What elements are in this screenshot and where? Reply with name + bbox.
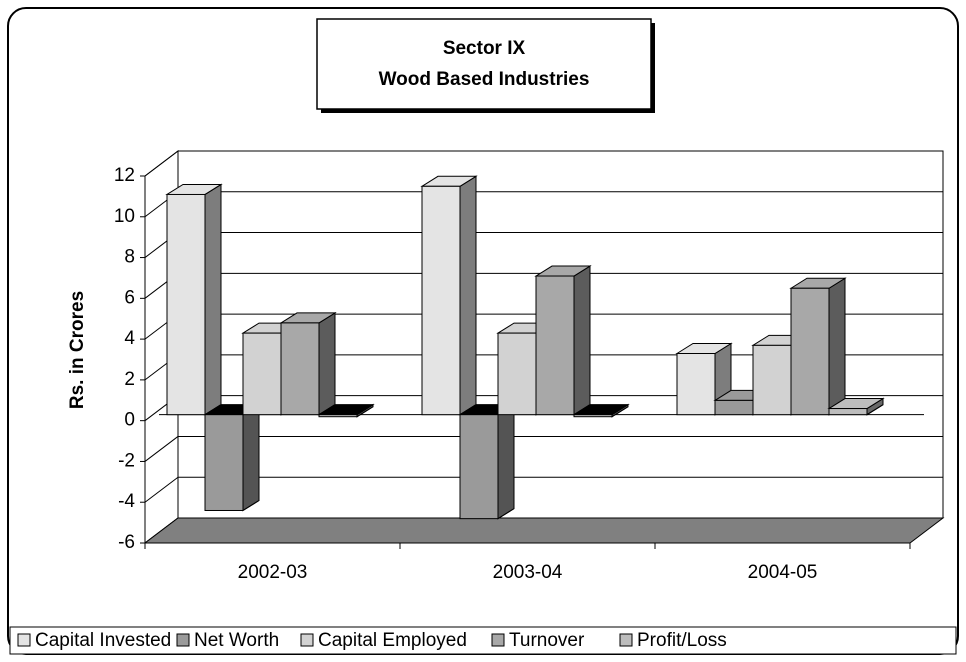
bar bbox=[676, 353, 716, 416]
bar-side-shade bbox=[497, 403, 515, 520]
y-tick-label: 10 bbox=[114, 206, 135, 227]
bar bbox=[421, 185, 461, 416]
floor bbox=[143, 517, 945, 544]
y-tick-label: 6 bbox=[124, 287, 135, 308]
bar bbox=[242, 332, 282, 416]
y-tick-label: 4 bbox=[124, 328, 135, 349]
bar-side-shade bbox=[459, 175, 477, 416]
y-axis-label: Rs. in Crores bbox=[67, 291, 88, 409]
y-tick-label: -6 bbox=[118, 532, 135, 553]
bar bbox=[280, 322, 320, 416]
bar bbox=[573, 414, 613, 418]
y-tick-label: 0 bbox=[124, 410, 135, 431]
bar-side-shade bbox=[573, 265, 591, 416]
bar bbox=[204, 414, 244, 511]
y-tick-label: 8 bbox=[124, 247, 135, 268]
bar bbox=[790, 287, 830, 416]
bar bbox=[828, 408, 868, 416]
x-tick-label: 2003-04 bbox=[493, 562, 563, 583]
legend-label: Net Worth bbox=[194, 630, 279, 651]
bar-side-shade bbox=[318, 312, 336, 416]
legend-swatch bbox=[491, 633, 505, 647]
bar bbox=[497, 332, 537, 416]
chart-title: Wood Based Industries bbox=[379, 69, 590, 90]
bar-side-shade bbox=[204, 183, 222, 416]
legend-label: Capital Invested bbox=[35, 630, 171, 651]
y-tick-label: 2 bbox=[124, 369, 135, 390]
bar bbox=[318, 414, 358, 418]
chart-title: Sector IX bbox=[443, 38, 526, 59]
bar bbox=[459, 414, 499, 520]
grid-line bbox=[144, 436, 179, 462]
legend-label: Profit/Loss bbox=[637, 630, 727, 651]
bar bbox=[714, 399, 754, 416]
y-tick-label: 12 bbox=[114, 165, 135, 186]
y-tick-label: -2 bbox=[118, 450, 135, 471]
bar-side-shade bbox=[828, 277, 846, 416]
legend-label: Capital Employed bbox=[318, 630, 467, 651]
grid-line bbox=[144, 150, 179, 177]
legend-swatch bbox=[300, 633, 314, 647]
bar-side-shade bbox=[242, 403, 260, 512]
legend-label: Turnover bbox=[509, 630, 585, 651]
bar bbox=[535, 275, 575, 416]
x-tick-label: 2004-05 bbox=[748, 562, 818, 583]
title-box bbox=[316, 18, 652, 110]
grid-line bbox=[144, 476, 179, 503]
legend-swatch bbox=[619, 633, 633, 647]
x-tick-label: 2002-03 bbox=[238, 562, 308, 583]
legend-swatch bbox=[17, 633, 31, 647]
bar bbox=[752, 344, 792, 416]
bar bbox=[166, 193, 206, 416]
legend-swatch bbox=[176, 633, 190, 647]
y-tick-label: -4 bbox=[118, 491, 135, 512]
legend-box bbox=[9, 626, 957, 655]
